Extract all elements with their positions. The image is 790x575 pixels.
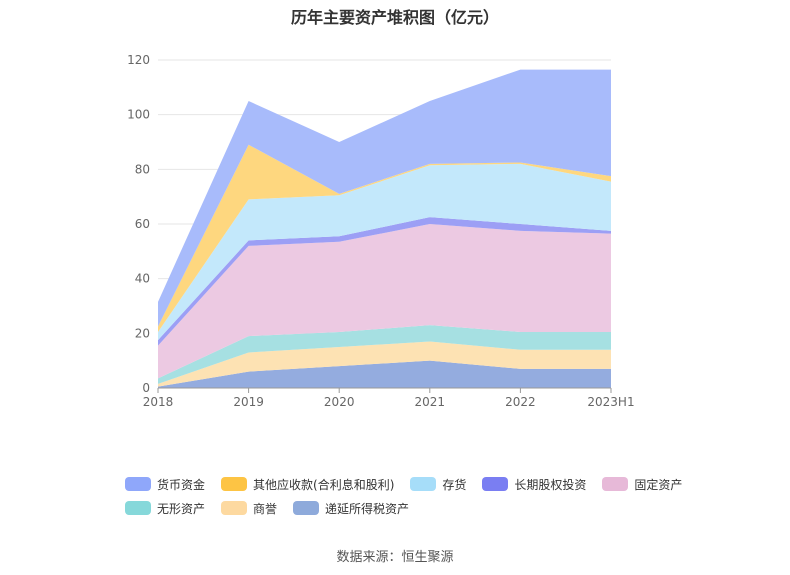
y-tick-label: 0 [142,381,150,395]
area-series-6[interactable] [158,144,611,332]
legend-item-deferred-tax[interactable]: 递延所得税资产 [293,500,409,517]
x-tick-label: 2022 [505,395,536,409]
y-tick-label: 60 [135,217,150,231]
legend-swatch-goodwill [221,501,248,515]
legend-item-long-term-equity[interactable]: 长期股权投资 [482,476,586,493]
legend: 货币资金 其他应收款(合利息和股利) 存货 长期股权投资 固定资产 无形资产 商… [125,472,725,520]
area-series-2[interactable] [158,325,611,384]
area-series-7[interactable] [158,69,611,327]
x-tick-label: 2018 [143,395,174,409]
y-tick-label: 100 [127,108,150,122]
legend-label-fixed-assets: 固定资产 [634,477,683,492]
legend-item-fixed-assets[interactable]: 固定资产 [602,476,682,493]
legend-label-deferred-tax: 递延所得税资产 [325,501,410,516]
legend-item-cash[interactable]: 货币资金 [125,476,205,493]
legend-row-1: 货币资金 其他应收款(合利息和股利) 存货 长期股权投资 固定资产 [125,472,725,496]
y-tick-label: 80 [135,162,150,176]
legend-item-other-receivables[interactable]: 其他应收款(合利息和股利) [221,476,394,493]
legend-swatch-intangible-assets [125,501,151,515]
legend-swatch-long-term-equity [482,477,509,491]
legend-label-inventory: 存货 [442,477,467,492]
area-series-1[interactable] [158,341,611,387]
legend-item-goodwill[interactable]: 商誉 [221,500,277,517]
legend-swatch-deferred-tax [293,501,320,515]
legend-swatch-fixed-assets [602,477,629,491]
legend-label-intangible-assets: 无形资产 [157,501,206,516]
legend-label-goodwill: 商誉 [253,501,278,516]
x-tick-label: 2020 [324,395,355,409]
legend-row-2: 无形资产 商誉 递延所得税资产 [125,496,725,520]
area-series-4[interactable] [158,217,611,346]
axes: 2018 2019 2020 2021 2022 2023H1 0 20 40 60 80 100 12… [127,53,635,409]
legend-label-long-term-equity: 长期股权投资 [514,477,587,492]
legend-swatch-inventory [410,477,437,491]
legend-swatch-other-receivables [221,477,248,491]
area-series-0[interactable] [158,360,611,388]
area-series-5[interactable] [158,163,611,341]
stacked-area-chart: 2018 2019 2020 2021 2022 2023H1 0 20 40 60 80 100 12… [127,53,635,409]
legend-item-intangible-assets[interactable]: 无形资产 [125,500,205,517]
y-tick-label: 20 [135,326,150,340]
data-source-note: 数据来源：恒生聚源 [336,550,454,565]
legend-label-other-receivables: 其他应收款(合利息和股利) [253,477,395,492]
y-tick-label: 120 [127,53,150,67]
x-tick-label: 2021 [415,395,446,409]
legend-label-cash: 货币资金 [157,477,206,492]
chart-title: 历年主要资产堆积图（亿元） [290,8,499,27]
x-tick-label: 2019 [233,395,264,409]
x-tick-label: 2023H1 [587,395,634,409]
legend-item-inventory[interactable]: 存货 [410,476,466,493]
y-tick-label: 40 [135,272,150,286]
legend-swatch-cash [125,477,151,491]
area-series-3[interactable] [158,224,611,379]
area-series [158,69,611,388]
